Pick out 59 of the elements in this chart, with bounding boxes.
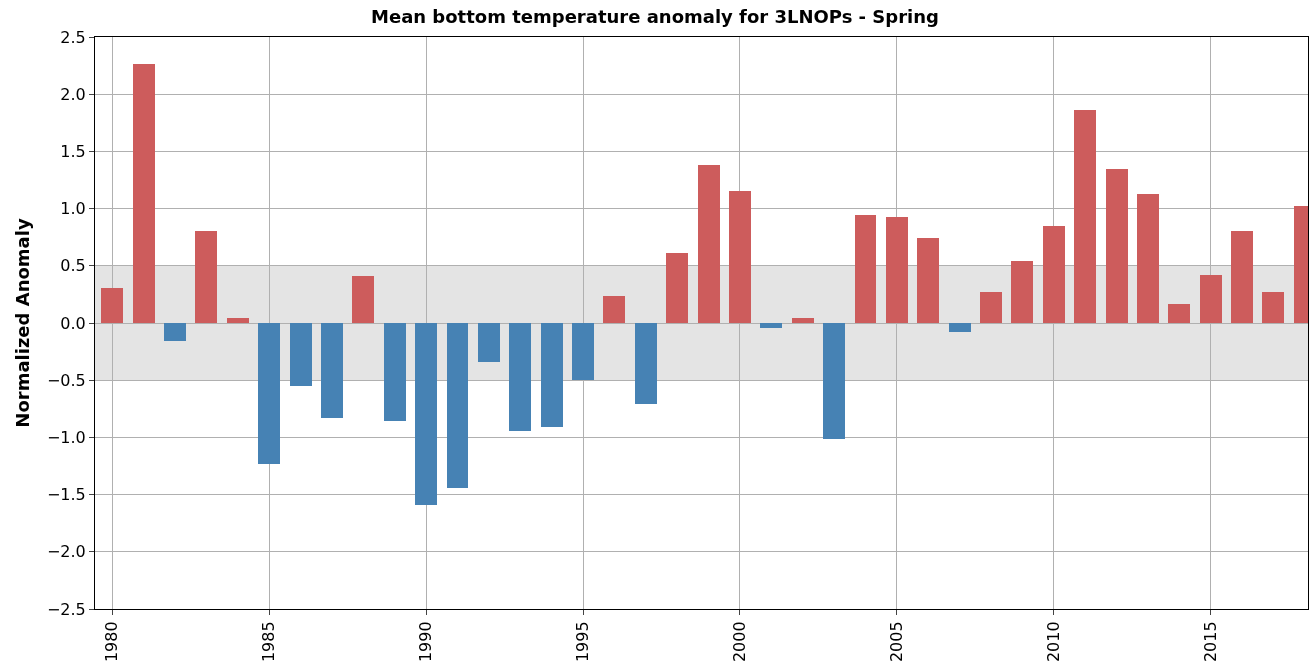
bar [509, 323, 531, 431]
bar [572, 323, 594, 380]
x-tick-label: 2010 [1043, 621, 1063, 663]
x-tick-label: 1990 [416, 621, 436, 663]
bar [1231, 231, 1253, 323]
bar [1168, 304, 1190, 323]
x-tick-label: 2015 [1200, 621, 1220, 663]
bar [1137, 194, 1159, 323]
bar [195, 231, 217, 323]
x-tick-label: 2000 [730, 621, 750, 663]
bar [321, 323, 343, 418]
bar [729, 191, 751, 323]
bar [290, 323, 312, 386]
bar [227, 318, 249, 323]
bar [792, 318, 814, 323]
y-tick-label: 1.0 [60, 199, 86, 219]
bar [760, 323, 782, 328]
x-tick-label: 1995 [573, 621, 593, 663]
bar [917, 238, 939, 323]
y-tick-label: −1.0 [46, 428, 86, 447]
bar [823, 323, 845, 439]
y-tick-label: −1.5 [46, 485, 86, 505]
x-tick-label: 1985 [259, 621, 279, 663]
bar [1262, 292, 1284, 323]
x-tick-label: 1980 [102, 621, 122, 663]
bar [1200, 275, 1222, 323]
bar [478, 323, 500, 362]
bar [352, 276, 374, 323]
bar [666, 253, 688, 323]
bar [415, 323, 437, 505]
y-tick-label: 0.5 [60, 256, 86, 276]
bar [635, 323, 657, 404]
bar [886, 217, 908, 323]
bar [1043, 226, 1065, 323]
bar [101, 288, 123, 323]
chart-title: Mean bottom temperature anomaly for 3LNOPs - Spring [371, 5, 939, 27]
bar [949, 323, 971, 332]
y-tick-label: −0.5 [46, 370, 86, 390]
bar [541, 323, 563, 427]
bar [258, 323, 280, 464]
y-tick-label: 0.0 [60, 313, 86, 333]
y-tick-label: 1.5 [60, 142, 86, 161]
bar [603, 296, 625, 323]
bar [447, 323, 468, 488]
y-tick-label: 2.5 [60, 27, 86, 47]
y-axis-title: Normalized Anomaly [12, 218, 34, 428]
bar [855, 215, 876, 323]
y-tick-label: −2.0 [46, 542, 86, 562]
y-tick-label: −2.5 [46, 599, 86, 619]
bar [1011, 261, 1033, 323]
y-tick-label: 2.0 [60, 84, 86, 104]
bar [1074, 110, 1096, 323]
bar [698, 165, 720, 323]
bar [384, 323, 406, 421]
bar [133, 64, 155, 323]
bar [980, 292, 1002, 323]
x-tick-label: 2005 [887, 621, 907, 663]
bar [164, 323, 186, 341]
bar [1106, 169, 1128, 323]
